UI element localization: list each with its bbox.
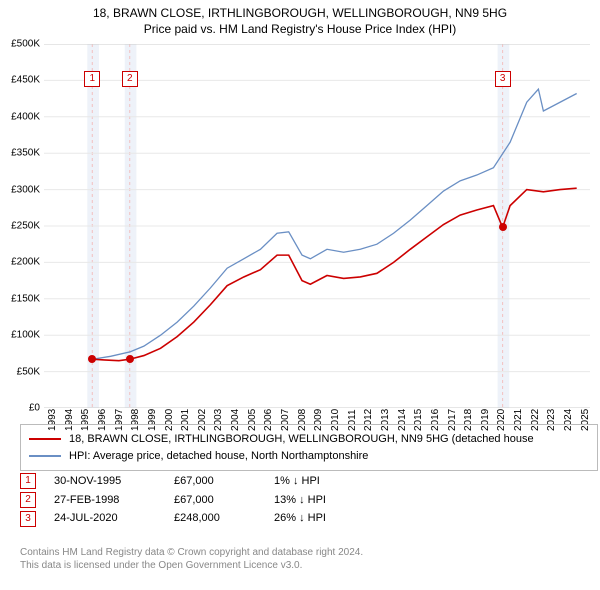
- plot-svg: [44, 44, 590, 408]
- footer-line-2: This data is licensed under the Open Gov…: [20, 559, 580, 572]
- legend-row: HPI: Average price, detached house, Nort…: [29, 448, 589, 465]
- event-row: 3 24-JUL-2020£248,00026% ↓ HPI: [20, 509, 580, 528]
- marker-badge: 2: [122, 71, 138, 87]
- marker-badge: 3: [495, 71, 511, 87]
- event-badge: 1: [20, 473, 36, 489]
- y-tick-label: £200K: [4, 257, 40, 268]
- event-badge: 3: [20, 511, 36, 527]
- event-date: 27-FEB-1998: [54, 491, 174, 510]
- event-badge: 2: [20, 492, 36, 508]
- event-row: 1 30-NOV-1995£67,0001% ↓ HPI: [20, 472, 580, 491]
- event-date: 30-NOV-1995: [54, 472, 174, 491]
- legend-label: 18, BRAWN CLOSE, IRTHLINGBOROUGH, WELLIN…: [69, 431, 534, 448]
- y-tick-label: £150K: [4, 293, 40, 304]
- legend-row: 18, BRAWN CLOSE, IRTHLINGBOROUGH, WELLIN…: [29, 431, 589, 448]
- marker-dot: [88, 355, 96, 363]
- y-tick-label: £0: [4, 403, 40, 414]
- y-tick-label: £500K: [4, 39, 40, 50]
- footer: Contains HM Land Registry data © Crown c…: [20, 546, 580, 572]
- legend-swatch: [29, 438, 61, 440]
- marker-badge: 1: [84, 71, 100, 87]
- y-tick-label: £350K: [4, 148, 40, 159]
- marker-dot: [499, 223, 507, 231]
- y-tick-label: £300K: [4, 184, 40, 195]
- plot-area: £0£50K£100K£150K£200K£250K£300K£350K£400…: [44, 44, 590, 408]
- marker-dot: [126, 355, 134, 363]
- legend-swatch: [29, 455, 61, 457]
- legend: 18, BRAWN CLOSE, IRTHLINGBOROUGH, WELLIN…: [20, 424, 598, 471]
- y-tick-label: £400K: [4, 111, 40, 122]
- event-price: £248,000: [174, 509, 274, 528]
- title-line-2: Price paid vs. HM Land Registry's House …: [0, 22, 600, 38]
- event-delta: 13% ↓ HPI: [274, 491, 326, 510]
- y-tick-label: £450K: [4, 75, 40, 86]
- y-tick-label: £100K: [4, 330, 40, 341]
- event-price: £67,000: [174, 491, 274, 510]
- event-date: 24-JUL-2020: [54, 509, 174, 528]
- event-delta: 26% ↓ HPI: [274, 509, 326, 528]
- event-delta: 1% ↓ HPI: [274, 472, 320, 491]
- y-tick-label: £50K: [4, 366, 40, 377]
- footer-line-1: Contains HM Land Registry data © Crown c…: [20, 546, 580, 559]
- legend-label: HPI: Average price, detached house, Nort…: [69, 448, 368, 465]
- title-line-1: 18, BRAWN CLOSE, IRTHLINGBOROUGH, WELLIN…: [0, 6, 600, 22]
- event-price: £67,000: [174, 472, 274, 491]
- event-row: 2 27-FEB-1998£67,00013% ↓ HPI: [20, 491, 580, 510]
- chart-title: 18, BRAWN CLOSE, IRTHLINGBOROUGH, WELLIN…: [0, 0, 600, 37]
- y-tick-label: £250K: [4, 221, 40, 232]
- event-table: 1 30-NOV-1995£67,0001% ↓ HPI 2 27-FEB-1998£…: [20, 472, 580, 528]
- chart-container: 18, BRAWN CLOSE, IRTHLINGBOROUGH, WELLIN…: [0, 0, 600, 590]
